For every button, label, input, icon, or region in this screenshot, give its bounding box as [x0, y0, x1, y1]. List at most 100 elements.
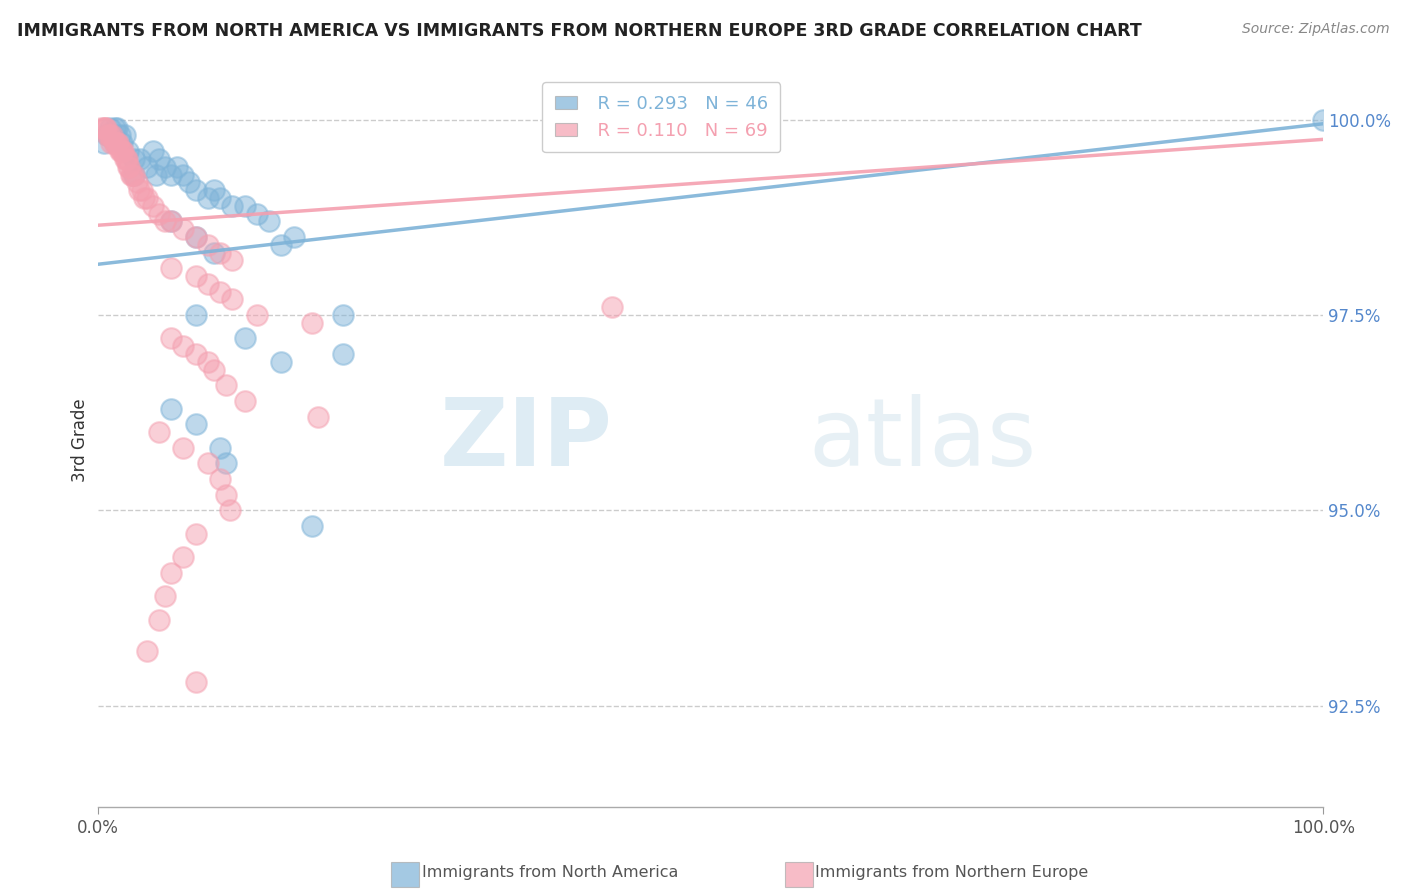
Point	[124, 152, 146, 166]
Point	[148, 425, 170, 440]
Point	[128, 183, 150, 197]
Point	[101, 128, 124, 143]
Point	[105, 120, 128, 135]
Point	[202, 362, 225, 376]
Point	[121, 168, 143, 182]
Point	[114, 152, 136, 166]
Y-axis label: 3rd Grade: 3rd Grade	[72, 398, 89, 482]
Point	[246, 308, 269, 322]
Point	[115, 152, 138, 166]
Point	[209, 441, 232, 455]
Point	[257, 214, 280, 228]
Point	[148, 152, 170, 166]
Point	[93, 136, 115, 151]
Point	[202, 245, 225, 260]
Point	[184, 417, 207, 432]
Point	[96, 128, 118, 143]
Point	[172, 339, 194, 353]
Point	[107, 136, 129, 151]
Point	[117, 144, 139, 158]
Point	[184, 675, 207, 690]
Point	[145, 168, 167, 182]
Point	[184, 268, 207, 283]
Point	[112, 144, 135, 158]
Point	[114, 152, 136, 166]
Point	[135, 191, 157, 205]
Point	[172, 550, 194, 565]
Point	[246, 206, 269, 220]
Point	[98, 128, 121, 143]
Point	[135, 644, 157, 658]
Point	[1312, 112, 1334, 127]
Point	[172, 222, 194, 236]
Point	[233, 199, 256, 213]
Point	[111, 136, 134, 151]
Point	[209, 285, 232, 299]
Point	[148, 206, 170, 220]
Point	[153, 160, 176, 174]
Point	[215, 457, 238, 471]
Text: Immigrants from North America: Immigrants from North America	[422, 865, 678, 880]
Point	[301, 316, 323, 330]
Point	[94, 120, 117, 135]
Point	[101, 128, 124, 143]
Point	[197, 191, 219, 205]
Point	[131, 183, 153, 197]
Point	[215, 378, 238, 392]
Point	[184, 347, 207, 361]
Point	[100, 136, 122, 151]
Point	[134, 191, 156, 205]
Point	[197, 277, 219, 291]
Point	[104, 120, 127, 135]
Point	[97, 128, 120, 143]
Point	[209, 191, 232, 205]
Point	[118, 160, 141, 174]
Point	[172, 441, 194, 455]
Point	[114, 128, 136, 143]
Point	[233, 331, 256, 345]
Point	[111, 144, 134, 158]
Point	[283, 230, 305, 244]
Point	[197, 237, 219, 252]
Legend:   R = 0.293   N = 46,   R = 0.110   N = 69: R = 0.293 N = 46, R = 0.110 N = 69	[543, 82, 780, 153]
Point	[124, 168, 146, 182]
Point	[104, 136, 127, 151]
Point	[117, 160, 139, 174]
Point	[142, 199, 165, 213]
Point	[307, 409, 329, 424]
Point	[332, 347, 354, 361]
Point	[108, 144, 131, 158]
Point	[105, 136, 128, 151]
Point	[209, 245, 232, 260]
Text: IMMIGRANTS FROM NORTH AMERICA VS IMMIGRANTS FROM NORTHERN EUROPE 3RD GRADE CORRE: IMMIGRANTS FROM NORTH AMERICA VS IMMIGRA…	[17, 22, 1142, 40]
Point	[104, 136, 127, 151]
Point	[90, 120, 112, 135]
Point	[219, 503, 242, 517]
Point	[301, 519, 323, 533]
Point	[153, 214, 176, 228]
Point	[233, 394, 256, 409]
Point	[125, 175, 148, 189]
Point	[184, 230, 207, 244]
Point	[215, 488, 238, 502]
Point	[166, 160, 188, 174]
Point	[160, 566, 183, 580]
Point	[172, 168, 194, 182]
Point	[197, 457, 219, 471]
Point	[270, 237, 292, 252]
Text: Immigrants from Northern Europe: Immigrants from Northern Europe	[815, 865, 1088, 880]
Text: Source: ZipAtlas.com: Source: ZipAtlas.com	[1241, 22, 1389, 37]
Point	[197, 355, 219, 369]
Point	[221, 199, 243, 213]
Point	[120, 168, 142, 182]
Point	[124, 168, 146, 182]
Point	[184, 308, 207, 322]
Text: atlas: atlas	[808, 394, 1036, 486]
Point	[202, 183, 225, 197]
Point	[270, 355, 292, 369]
Point	[332, 308, 354, 322]
Point	[160, 331, 183, 345]
Point	[160, 168, 183, 182]
Point	[96, 128, 118, 143]
Point	[153, 589, 176, 603]
